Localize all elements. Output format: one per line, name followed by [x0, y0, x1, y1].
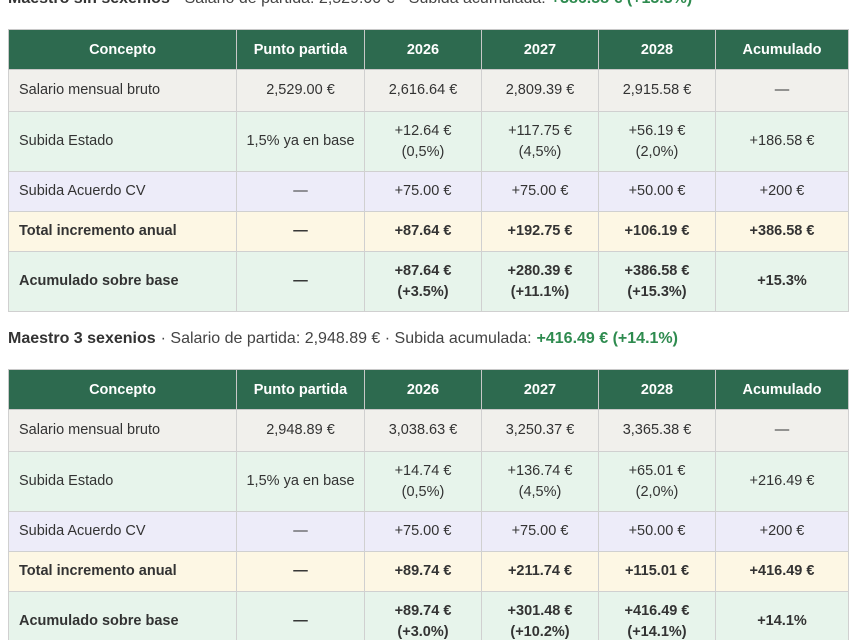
header-cell: 2026: [364, 29, 482, 70]
table-cell: +12.64 € (0,5%): [364, 111, 482, 172]
table-cell: +75.00 €: [481, 511, 599, 552]
header-cell: Acumulado: [715, 29, 849, 70]
table-cell: —: [236, 211, 365, 252]
section-caption: Maestro sin sexenios · Salario de partida…: [8, 0, 848, 14]
table-cell: +56.19 € (2,0%): [598, 111, 716, 172]
table-row: Acumulado sobre base — +87.64 € (+3.5%) +28…: [8, 251, 849, 312]
table-cell: —: [236, 511, 365, 552]
table-cell: +301.48 € (+10.2%): [481, 591, 599, 640]
table-cell: 2,915.58 €: [598, 69, 716, 112]
header-cell: Punto partida: [236, 29, 365, 70]
table-cell: +14.74 € (0,5%): [364, 451, 482, 512]
section-caption: Maestro 3 sexenios · Salario de partida: …: [8, 324, 848, 354]
table-cell: Acumulado sobre base: [8, 251, 237, 312]
header-cell: 2026: [364, 369, 482, 410]
section-detail: · Salario de partida: 2,948.89 € · Subid…: [160, 330, 532, 347]
table-row: Subida Estado 1,5% ya en base +12.64 € (0,…: [8, 111, 849, 172]
table-cell: +50.00 €: [598, 171, 716, 212]
table-cell: +14.1%: [715, 591, 849, 640]
table-cell: —: [236, 591, 365, 640]
table-row: Subida Acuerdo CV — +75.00 € +75.00 € +50.00…: [8, 511, 849, 552]
table-cell: +200 €: [715, 171, 849, 212]
table-cell: 1,5% ya en base: [236, 451, 365, 512]
table-row: Acumulado sobre base — +89.74 € (+3.0%) +30…: [8, 591, 849, 640]
table-cell: +89.74 €: [364, 551, 482, 592]
salary-table: Concepto Punto partida 2026 2027 2028 Acumula…: [8, 369, 849, 640]
table-cell: 3,038.63 €: [364, 409, 482, 452]
table-cell: +87.64 € (+3.5%): [364, 251, 482, 312]
table-cell: +65.01 € (2,0%): [598, 451, 716, 512]
header-cell: Concepto: [8, 369, 237, 410]
table-cell: +89.74 € (+3.0%): [364, 591, 482, 640]
table-row: Total incremento anual — +89.74 € +211.74 €…: [8, 551, 849, 592]
header-cell: 2027: [481, 29, 599, 70]
table-row: Salario mensual bruto 2,529.00 €2,616.64 …: [8, 69, 849, 112]
table-row: Total incremento anual — +87.64 € +192.75 €…: [8, 211, 849, 252]
table-row: Salario mensual bruto 2,948.89 €3,038.63 …: [8, 409, 849, 452]
table-cell: +211.74 €: [481, 551, 599, 592]
table-cell: Subida Estado: [8, 111, 237, 172]
table-cell: Subida Acuerdo CV: [8, 171, 237, 212]
header-cell: 2028: [598, 369, 716, 410]
table-cell: +280.39 € (+11.1%): [481, 251, 599, 312]
table-cell: +200 €: [715, 511, 849, 552]
table-row: Subida Acuerdo CV — +75.00 € +75.00 € +50.00…: [8, 171, 849, 212]
salary-table: Concepto Punto partida 2026 2027 2028 Acumula…: [8, 29, 849, 312]
section-title: Maestro 3 sexenios: [8, 330, 156, 347]
table-cell: Salario mensual bruto: [8, 69, 237, 112]
table-cell: 1,5% ya en base: [236, 111, 365, 172]
table-cell: Total incremento anual: [8, 551, 237, 592]
table-cell: —: [236, 251, 365, 312]
table-cell: 2,616.64 €: [364, 69, 482, 112]
table-cell: +75.00 €: [364, 171, 482, 212]
table-cell: +386.58 €: [715, 211, 849, 252]
table-cell: —: [236, 171, 365, 212]
table-cell: +416.49 € (+14.1%): [598, 591, 716, 640]
table-cell: Acumulado sobre base: [8, 591, 237, 640]
table-cell: +136.74 € (4,5%): [481, 451, 599, 512]
table-cell: 3,365.38 €: [598, 409, 716, 452]
section-highlight: +386.58 € (+15.3%): [551, 0, 692, 7]
header-cell: 2027: [481, 369, 599, 410]
table-cell: Subida Estado: [8, 451, 237, 512]
header-row: Concepto Punto partida 2026 2027 2028 Acumula…: [8, 29, 849, 70]
header-cell: Acumulado: [715, 369, 849, 410]
table-cell: +386.58 € (+15.3%): [598, 251, 716, 312]
table-cell: Subida Acuerdo CV: [8, 511, 237, 552]
table-cell: +117.75 € (4,5%): [481, 111, 599, 172]
table-cell: —: [715, 69, 849, 112]
table-cell: Total incremento anual: [8, 211, 237, 252]
section-detail: · Salario de partida: 2,529.00 € · Subid…: [175, 0, 546, 7]
table-cell: 2,809.39 €: [481, 69, 599, 112]
table-cell: +416.49 €: [715, 551, 849, 592]
header-row: Concepto Punto partida 2026 2027 2028 Acumula…: [8, 369, 849, 410]
table-cell: +192.75 €: [481, 211, 599, 252]
table-cell: +75.00 €: [364, 511, 482, 552]
document: Maestro sin sexenios · Salario de partida…: [8, 0, 849, 640]
table-cell: —: [236, 551, 365, 592]
table-cell: +115.01 €: [598, 551, 716, 592]
table-cell: +216.49 €: [715, 451, 849, 512]
table-row: Subida Estado 1,5% ya en base +14.74 € (0,…: [8, 451, 849, 512]
table-cell: +50.00 €: [598, 511, 716, 552]
table-cell: +75.00 €: [481, 171, 599, 212]
table-cell: +186.58 €: [715, 111, 849, 172]
table-cell: +106.19 €: [598, 211, 716, 252]
table-cell: 2,529.00 €: [236, 69, 365, 112]
table-cell: —: [715, 409, 849, 452]
table-cell: +87.64 €: [364, 211, 482, 252]
section-title: Maestro sin sexenios: [8, 0, 170, 7]
table-cell: 3,250.37 €: [481, 409, 599, 452]
section-highlight: +416.49 € (+14.1%): [536, 330, 678, 347]
header-cell: 2028: [598, 29, 716, 70]
table-cell: 2,948.89 €: [236, 409, 365, 452]
header-cell: Concepto: [8, 29, 237, 70]
header-cell: Punto partida: [236, 369, 365, 410]
table-cell: Salario mensual bruto: [8, 409, 237, 452]
table-cell: +15.3%: [715, 251, 849, 312]
